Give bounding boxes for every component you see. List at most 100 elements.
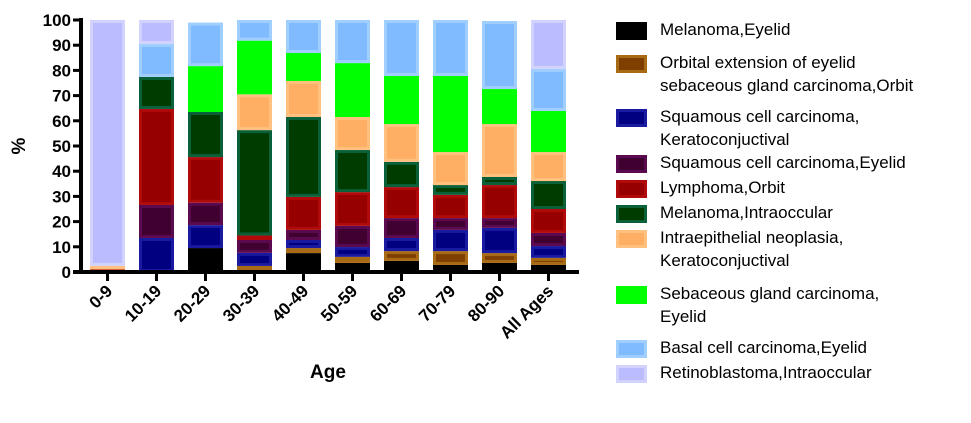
x-tick-label: 60-69 bbox=[366, 281, 410, 325]
bar-segment bbox=[433, 229, 468, 252]
legend-item: Sebaceous gland carcinoma, Eyelid bbox=[614, 282, 964, 328]
bar-segment bbox=[433, 185, 468, 195]
legend-label: Lymphoma,Orbit bbox=[660, 178, 786, 197]
bar-segment bbox=[90, 20, 125, 266]
y-tick-label: 30 bbox=[52, 187, 71, 206]
legend-item: Intraepithelial neoplasia, Keratoconjuct… bbox=[614, 226, 964, 272]
x-tick-label: 70-79 bbox=[415, 281, 459, 325]
bar-segment bbox=[335, 192, 370, 226]
bar-segment bbox=[482, 176, 517, 186]
legend-item: Squamous cell carcinoma,Eyelid bbox=[614, 151, 964, 174]
x-tick-label: 80-90 bbox=[464, 281, 508, 325]
bar-segment bbox=[188, 111, 223, 158]
bar-segment bbox=[139, 20, 174, 44]
bar-segment bbox=[237, 20, 272, 41]
bar-segment bbox=[286, 253, 321, 273]
bar-segment bbox=[482, 89, 517, 125]
bar-segment bbox=[384, 251, 419, 261]
bar-segment bbox=[286, 117, 321, 197]
x-tick-label: All Ages bbox=[496, 281, 557, 342]
bar-segment bbox=[531, 209, 566, 233]
bar-segment bbox=[335, 262, 370, 273]
legend-label: Retinoblastoma,Intraoccular bbox=[660, 363, 872, 382]
legend-item: Retinoblastoma,Intraoccular bbox=[614, 361, 964, 384]
legend-swatch bbox=[616, 109, 647, 127]
bar-segment bbox=[433, 264, 468, 272]
legend-item: Squamous cell carcinoma, Keratoconjuctiv… bbox=[614, 105, 964, 151]
bar-segment bbox=[188, 202, 223, 226]
bar-segment bbox=[188, 66, 223, 112]
x-tick-label: 0-9 bbox=[86, 281, 117, 312]
bar-segment bbox=[335, 63, 370, 118]
legend-swatch bbox=[616, 205, 647, 223]
legend-swatch bbox=[616, 155, 647, 173]
y-tick-label: 10 bbox=[52, 238, 71, 257]
y-tick-label: 50 bbox=[52, 137, 71, 156]
bar-segment bbox=[482, 21, 517, 90]
x-tick-label: 40-49 bbox=[268, 281, 312, 325]
bar-segment bbox=[139, 43, 174, 77]
y-tick-label: 60 bbox=[52, 112, 71, 131]
x-tick-label: 50-59 bbox=[317, 281, 361, 325]
x-tick-label: 30-39 bbox=[219, 281, 263, 325]
bar-segment bbox=[384, 187, 419, 219]
bar-segment bbox=[531, 257, 566, 265]
legend-swatch bbox=[616, 230, 647, 248]
x-tick-label: 20-29 bbox=[170, 281, 214, 325]
bar-segment bbox=[384, 124, 419, 162]
bar-segment bbox=[433, 20, 468, 76]
legend-label: Intraepithelial neoplasia, Keratoconjuct… bbox=[660, 228, 844, 270]
legend-item: Melanoma,Eyelid bbox=[614, 18, 964, 41]
bar-segment bbox=[384, 218, 419, 238]
bar-segment bbox=[335, 247, 370, 257]
legend-label: Squamous cell carcinoma,Eyelid bbox=[660, 153, 906, 172]
legend-label: Melanoma,Eyelid bbox=[660, 20, 791, 39]
bars-layer bbox=[90, 20, 566, 273]
legend-item: Lymphoma,Orbit bbox=[614, 176, 964, 199]
bar-segment bbox=[335, 150, 370, 193]
bar-segment bbox=[139, 76, 174, 109]
bar-segment bbox=[384, 161, 419, 188]
bar-segment bbox=[384, 75, 419, 125]
y-tick-label: 70 bbox=[52, 87, 71, 106]
bar-segment bbox=[139, 237, 174, 272]
bar-segment bbox=[482, 262, 517, 273]
legend-swatch bbox=[616, 286, 647, 304]
bar-segment bbox=[482, 227, 517, 254]
x-tick-label: 10-19 bbox=[121, 281, 165, 325]
bar-segment bbox=[433, 194, 468, 219]
bar-segment bbox=[237, 130, 272, 236]
bar-segment bbox=[286, 248, 321, 254]
legend-label: Sebaceous gland carcinoma, Eyelid bbox=[660, 284, 880, 326]
bar-segment bbox=[237, 239, 272, 253]
y-tick-label: 20 bbox=[52, 213, 71, 232]
legend-label: Orbital extension of eyelid sebaceous gl… bbox=[660, 53, 914, 95]
bar-segment bbox=[237, 94, 272, 131]
y-axis-title: % bbox=[9, 137, 30, 154]
legend-swatch bbox=[616, 180, 647, 198]
bar-segment bbox=[384, 237, 419, 252]
legend-item: Basal cell carcinoma,Eyelid bbox=[614, 336, 964, 359]
bar-segment bbox=[188, 225, 223, 249]
x-axis-title: Age bbox=[310, 362, 346, 383]
bar-segment bbox=[531, 110, 566, 153]
bar-segment bbox=[531, 181, 566, 209]
bar-segment bbox=[384, 260, 419, 272]
legend-item: Melanoma,Intraoccular bbox=[614, 201, 964, 224]
bar-segment bbox=[531, 232, 566, 247]
bar-segment bbox=[286, 239, 321, 249]
bar-segment bbox=[286, 53, 321, 81]
bar-segment bbox=[482, 253, 517, 263]
bar-segment bbox=[139, 108, 174, 205]
bar-segment bbox=[237, 252, 272, 266]
bar-segment bbox=[139, 204, 174, 238]
bar-segment bbox=[286, 196, 321, 230]
bar-segment bbox=[433, 152, 468, 186]
legend-label: Melanoma,Intraoccular bbox=[660, 203, 833, 222]
legend-swatch bbox=[616, 22, 647, 40]
legend-swatch bbox=[616, 365, 647, 383]
bar-segment bbox=[188, 157, 223, 203]
legend-label: Squamous cell carcinoma, Keratoconjuctiv… bbox=[660, 107, 860, 149]
bar-segment bbox=[482, 185, 517, 219]
